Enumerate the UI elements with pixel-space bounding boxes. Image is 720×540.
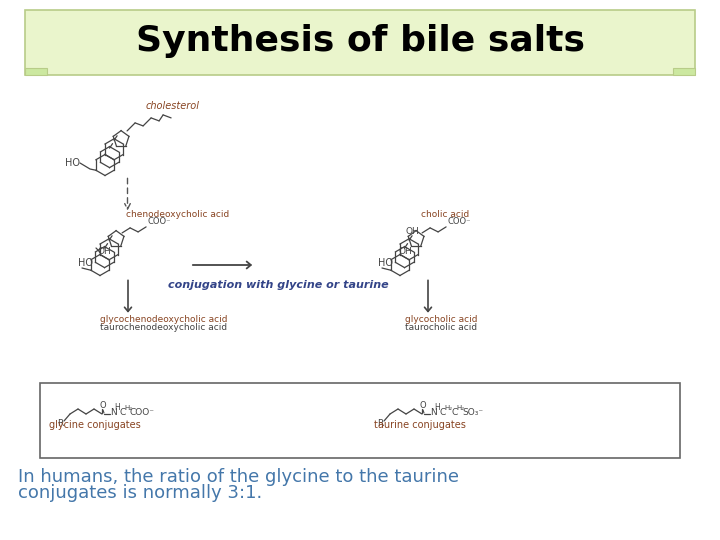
Text: conjugates is normally 3:1.: conjugates is normally 3:1.	[18, 484, 262, 502]
Text: glycine conjugates: glycine conjugates	[49, 420, 141, 430]
Text: C: C	[452, 408, 458, 417]
Text: O: O	[420, 401, 427, 410]
Text: C: C	[120, 408, 126, 417]
Text: H₂: H₂	[124, 405, 132, 411]
Text: HO: HO	[65, 158, 80, 168]
Text: HO: HO	[378, 258, 393, 268]
Bar	[25, 68, 47, 75]
Bar	[673, 68, 695, 75]
Text: H: H	[114, 403, 120, 412]
Text: N: N	[430, 408, 437, 417]
Text: taurochenodeoxycholic acid: taurochenodeoxycholic acid	[100, 323, 227, 333]
Bar	[40, 383, 680, 458]
Text: R: R	[377, 419, 383, 428]
Text: SO₃⁻: SO₃⁻	[462, 408, 483, 417]
Text: OH: OH	[405, 227, 419, 236]
Text: cholesterol: cholesterol	[145, 101, 199, 111]
Text: HO: HO	[78, 258, 93, 268]
Text: COO⁻: COO⁻	[447, 217, 471, 226]
Text: Synthesis of bile salts: Synthesis of bile salts	[135, 24, 585, 58]
Text: H: H	[434, 403, 440, 412]
Text: taurocholic acid: taurocholic acid	[405, 323, 477, 333]
Text: H₂: H₂	[456, 405, 464, 411]
Text: glycochenodeoxycholic acid: glycochenodeoxycholic acid	[100, 314, 228, 323]
Text: R: R	[57, 419, 63, 428]
Text: In humans, the ratio of the glycine to the taurine: In humans, the ratio of the glycine to t…	[18, 468, 459, 486]
Text: N: N	[110, 408, 117, 417]
Text: COO⁻: COO⁻	[130, 408, 155, 417]
Text: glycocholic acid: glycocholic acid	[405, 314, 477, 323]
Text: OH: OH	[398, 247, 412, 256]
Text: H₂: H₂	[444, 405, 452, 411]
Text: C: C	[440, 408, 446, 417]
Text: chenodeoxycholic acid: chenodeoxycholic acid	[126, 210, 230, 219]
Text: O: O	[100, 401, 107, 410]
Text: taurine conjugates: taurine conjugates	[374, 420, 466, 430]
Text: COO⁻: COO⁻	[147, 217, 171, 226]
Text: conjugation with glycine or taurine: conjugation with glycine or taurine	[168, 280, 388, 289]
Text: cholic acid: cholic acid	[421, 210, 469, 219]
Bar	[25, 10, 695, 75]
Text: OH: OH	[98, 247, 112, 256]
